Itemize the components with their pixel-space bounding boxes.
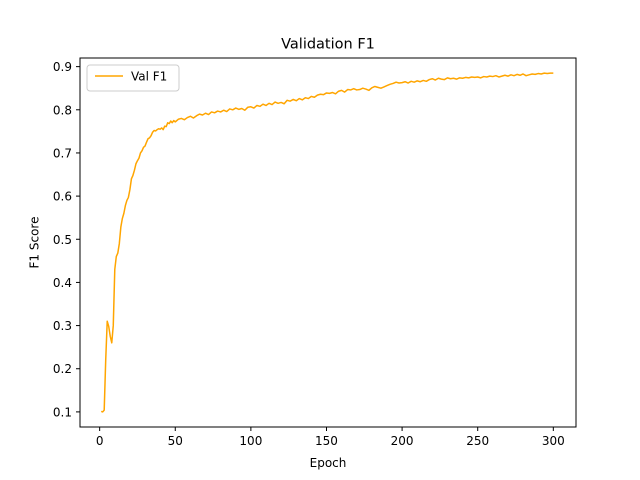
y-tick-label: 0.3	[53, 319, 72, 333]
x-axis-ticks: 0 50 100 150 200 250 300	[96, 427, 565, 448]
legend-box	[86, 64, 180, 92]
x-tick-label: 0	[96, 434, 104, 448]
x-tick-label: 200	[391, 434, 414, 448]
y-axis-ticks: 0.1 0.2 0.3 0.4 0.5 0.6 0.7 0.8 0.9	[53, 60, 80, 419]
series-layer	[100, 72, 554, 413]
legend-label-val-f1: Val F1	[131, 70, 167, 84]
chart-title: Validation F1	[281, 37, 375, 53]
y-tick-label: 0.2	[53, 362, 72, 376]
y-tick-label: 0.5	[53, 233, 72, 247]
x-axis-label: Epoch	[310, 456, 347, 470]
y-tick-label: 0.4	[53, 276, 72, 290]
y-tick-label: 0.6	[53, 190, 72, 204]
y-axis-label: F1 Score	[28, 217, 42, 269]
y-tick-label: 0.1	[53, 405, 72, 419]
series-line-val-f1	[100, 72, 554, 413]
y-tick-label: 0.9	[53, 60, 72, 74]
plot-frame	[79, 57, 577, 428]
x-tick-label: 300	[542, 434, 565, 448]
x-tick-label: 100	[239, 434, 262, 448]
legend: Val F1	[86, 64, 180, 92]
x-tick-label: 250	[466, 434, 489, 448]
y-tick-label: 0.7	[53, 146, 72, 160]
x-tick-label: 50	[168, 434, 183, 448]
y-tick-label: 0.8	[53, 103, 72, 117]
x-tick-label: 150	[315, 434, 338, 448]
